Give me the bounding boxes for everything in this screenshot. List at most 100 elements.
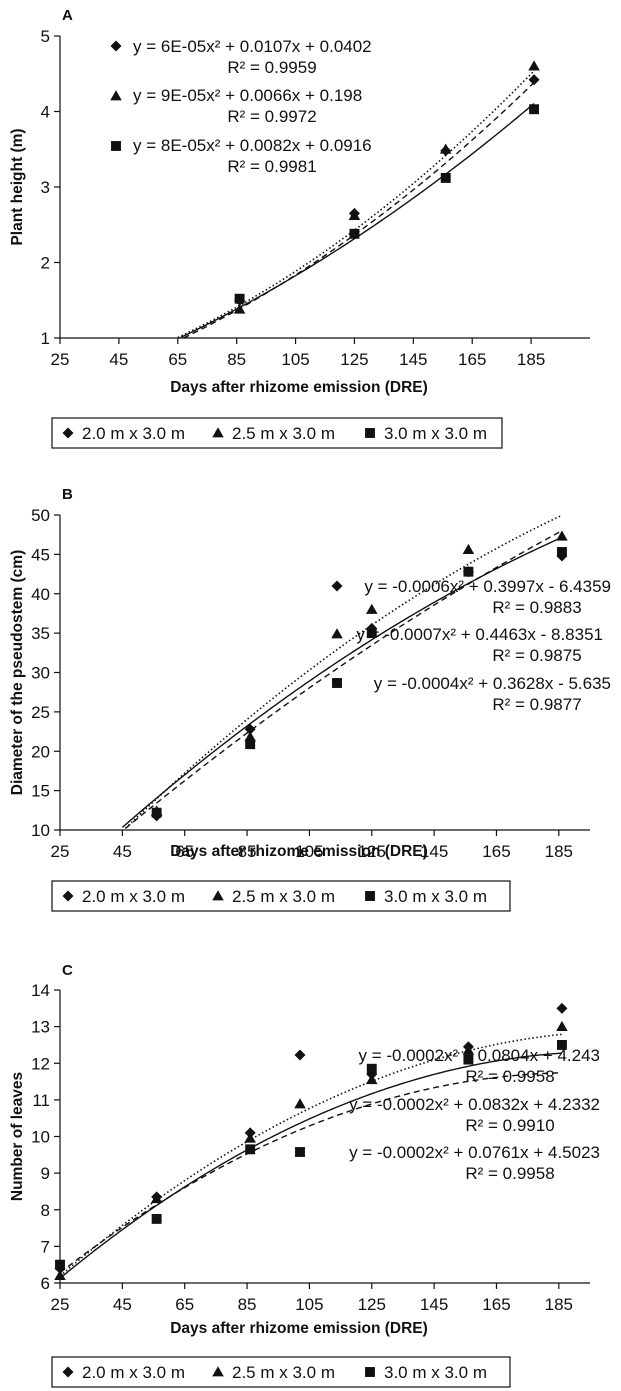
x-tick-label: 145	[399, 350, 427, 369]
data-point-triangle	[462, 1044, 475, 1055]
chart-panel-c: 25 45 65 85 105 125 145 165 185 6 7 8 9 10 11 12 13 14 Day…	[9, 962, 600, 1388]
legend-label: 3.0 m x 3.0 m	[384, 1363, 487, 1382]
data-point-diamond	[556, 1002, 568, 1014]
data-point-triangle	[244, 1132, 256, 1143]
chart-panel-b: 25 45 65 85 105 125 145 165 185 10 15 20 25 30 35 40 45 5…	[9, 486, 611, 912]
equation-marker-diamond	[331, 580, 343, 592]
x-tick-label: 105	[295, 842, 323, 861]
legend-marker-triangle	[212, 427, 224, 438]
y-tick-label: 1	[41, 329, 50, 348]
data-point-square	[366, 1063, 377, 1074]
x-tick-label: 25	[51, 1295, 70, 1314]
equation-marker-diamond	[110, 40, 122, 52]
x-tick-label: 85	[227, 350, 246, 369]
x-tick-label: 125	[358, 842, 386, 861]
panel-letter: A	[62, 7, 73, 24]
fit-equation: y = -0.0002x² + 0.0832x + 4.2332	[349, 1095, 600, 1114]
y-tick-label: 7	[41, 1237, 50, 1256]
y-tick-label: 35	[31, 624, 50, 643]
x-tick-label: 25	[51, 350, 70, 369]
fit-equation: y = -0.0002x² + 0.0804x + 4.243	[359, 1046, 600, 1065]
fit-equation: y = -0.0006x² + 0.3997x - 6.4359	[364, 577, 611, 596]
data-point-square	[245, 739, 256, 750]
data-point-square	[440, 172, 451, 183]
data-point-square	[529, 104, 540, 115]
trendline-square	[125, 530, 563, 829]
y-axis-label: Number of leaves	[9, 1072, 26, 1201]
legend-label: 2.0 m x 3.0 m	[82, 424, 185, 443]
x-tick-label: 45	[113, 842, 132, 861]
legend-marker-square	[365, 1367, 375, 1377]
x-tick-label: 25	[51, 842, 70, 861]
legend-marker-diamond	[62, 427, 74, 439]
x-tick-label: 65	[168, 350, 187, 369]
y-tick-label: 11	[32, 1091, 50, 1110]
x-tick-label: 65	[175, 842, 194, 861]
legend-label: 3.0 m x 3.0 m	[384, 424, 487, 443]
x-tick-label: 125	[358, 1295, 386, 1314]
legend-marker-diamond	[62, 1366, 74, 1378]
y-tick-label: 8	[41, 1201, 50, 1220]
y-tick-label: 50	[31, 506, 50, 525]
x-tick-label: 145	[420, 1295, 448, 1314]
x-tick-label: 105	[281, 350, 309, 369]
data-point-triangle	[233, 303, 246, 314]
panel-letter: C	[62, 962, 73, 979]
y-tick-label: 5	[41, 27, 50, 46]
y-tick-label: 13	[31, 1018, 50, 1037]
legend-box	[51, 880, 511, 912]
x-axis-label: Days after rhizome emission (DRE)	[170, 379, 428, 396]
x-tick-label: 185	[545, 842, 573, 861]
legend-label: 2.5 m x 3.0 m	[232, 887, 335, 906]
data-point-square	[151, 807, 162, 818]
data-point-square	[556, 547, 567, 557]
data-point-square	[556, 1039, 567, 1050]
fit-r-squared: R² = 0.9958	[465, 1067, 554, 1086]
data-point-triangle	[365, 603, 378, 614]
legend-label: 2.0 m x 3.0 m	[82, 887, 185, 906]
legend: 2.0 m x 3.0 m 2.5 m x 3.0 m 3.0 m x 3.0 m	[51, 1356, 511, 1388]
y-axis-label: Plant height (m)	[9, 128, 26, 245]
data-point-square	[349, 228, 360, 239]
data-point-diamond	[244, 723, 256, 735]
data-point-triangle	[54, 1269, 66, 1281]
fit-equation: y = 8E-05x² + 0.0082x + 0.0916	[133, 136, 372, 155]
x-tick-label: 85	[238, 1295, 257, 1314]
x-tick-label: 165	[458, 350, 486, 369]
trendline-triangle	[124, 514, 563, 829]
equation-marker-triangle	[331, 628, 343, 639]
x-tick-label: 45	[109, 350, 128, 369]
data-point-triangle	[439, 143, 452, 154]
legend-label: 3.0 m x 3.0 m	[384, 887, 487, 906]
legend: 2.0 m x 3.0 m 2.5 m x 3.0 m 3.0 m x 3.0 m	[51, 880, 511, 912]
data-point-diamond	[528, 74, 540, 86]
fit-r-squared: R² = 0.9959	[227, 58, 316, 77]
data-point-triangle	[365, 1073, 378, 1085]
y-tick-label: 15	[31, 782, 50, 801]
data-point-square	[234, 293, 245, 304]
y-tick-label: 6	[41, 1274, 50, 1293]
data-point-triangle	[556, 530, 568, 541]
trendline-diamond	[59, 1052, 562, 1279]
y-tick-label: 10	[31, 821, 50, 840]
fit-r-squared: R² = 0.9910	[465, 1116, 554, 1135]
data-point-triangle	[462, 543, 475, 554]
data-point-square	[463, 1054, 474, 1065]
legend-marker-square	[365, 428, 375, 438]
legend-marker-triangle	[212, 890, 224, 901]
y-tick-label: 2	[41, 254, 50, 273]
fit-r-squared: R² = 0.9981	[227, 157, 316, 176]
equation-marker-square	[111, 141, 121, 151]
data-point-square	[55, 1259, 65, 1270]
y-tick-label: 10	[31, 1128, 50, 1147]
y-tick-label: 45	[31, 545, 50, 564]
fit-equation: y = -0.0004x² + 0.3628x - 5.635	[374, 674, 611, 693]
fit-equation: y = 9E-05x² + 0.0066x + 0.198	[133, 86, 362, 105]
x-tick-label: 165	[482, 1295, 510, 1314]
fit-equation: y = 6E-05x² + 0.0107x + 0.0402	[133, 37, 372, 56]
y-tick-label: 20	[31, 742, 50, 761]
fit-r-squared: R² = 0.9972	[227, 107, 316, 126]
y-tick-label: 9	[41, 1164, 50, 1183]
